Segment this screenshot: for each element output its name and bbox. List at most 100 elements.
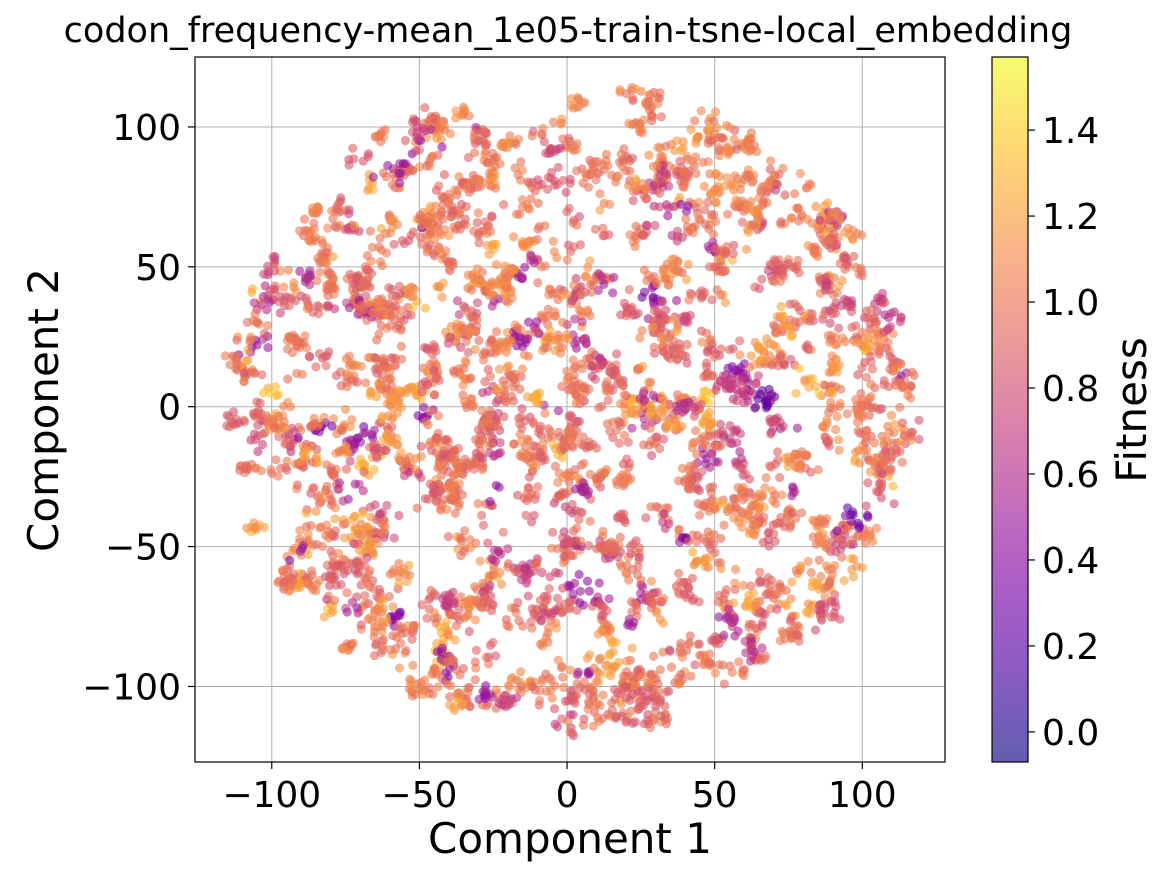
scatter-point xyxy=(473,208,483,218)
scatter-point xyxy=(363,149,373,159)
scatter-point xyxy=(806,345,816,355)
scatter-point xyxy=(397,354,407,364)
scatter-point xyxy=(523,591,533,601)
scatter-point xyxy=(647,450,657,461)
scatter-point xyxy=(400,454,410,464)
scatter-point xyxy=(873,487,884,497)
scatter-point xyxy=(792,423,803,433)
scatter-point xyxy=(250,463,260,473)
scatter-point xyxy=(598,626,608,636)
scatter-point xyxy=(321,247,331,257)
scatter-point xyxy=(332,201,342,211)
scatter-point xyxy=(373,538,383,549)
scatter-point xyxy=(456,701,466,711)
scatter-point xyxy=(499,200,509,210)
scatter-point xyxy=(328,559,338,569)
scatter-point xyxy=(703,347,713,357)
scatter-point xyxy=(473,499,483,509)
scatter-point xyxy=(464,626,474,637)
scatter-point xyxy=(716,533,726,544)
scatter-point xyxy=(385,569,395,579)
scatter-point xyxy=(719,594,729,604)
scatter-point xyxy=(462,611,472,621)
scatter-point xyxy=(608,647,618,657)
scatter-point xyxy=(541,669,551,679)
scatter-point xyxy=(579,677,589,687)
scatter-point xyxy=(635,393,645,403)
scatter-point xyxy=(315,267,325,277)
scatter-point xyxy=(572,523,582,533)
scatter-point xyxy=(470,657,480,667)
scatter-point xyxy=(468,456,479,466)
scatter-point xyxy=(467,270,478,280)
scatter-point xyxy=(889,499,899,509)
scatter-point xyxy=(597,271,607,281)
scatter-point xyxy=(495,337,505,347)
scatter-point xyxy=(329,471,340,482)
scatter-point xyxy=(544,584,554,594)
scatter-point xyxy=(729,598,739,608)
scatter-point xyxy=(888,481,898,491)
scatter-point xyxy=(877,431,887,441)
scatter-point xyxy=(371,640,381,650)
scatter-point xyxy=(772,604,782,614)
scatter-point xyxy=(771,498,781,509)
scatter-point xyxy=(746,386,756,396)
scatter-point xyxy=(714,171,725,182)
scatter-point xyxy=(898,382,909,392)
scatter-point xyxy=(627,607,637,617)
scatter-point xyxy=(279,282,289,292)
scatter-point xyxy=(847,296,857,306)
scatter-point xyxy=(703,197,713,207)
scatter-point xyxy=(878,458,889,468)
scatter-point xyxy=(811,539,821,549)
scatter-point xyxy=(818,529,828,539)
scatter-point xyxy=(588,280,598,290)
scatter-point xyxy=(891,376,901,386)
scatter-point xyxy=(417,379,427,389)
scatter-point xyxy=(485,496,495,507)
scatter-point xyxy=(517,239,527,249)
scatter-point xyxy=(723,363,733,373)
scatter-point xyxy=(513,322,523,333)
scatter-point xyxy=(843,223,853,233)
scatter-point xyxy=(411,453,422,463)
scatter-point xyxy=(374,329,384,339)
scatter-point xyxy=(831,424,841,435)
scatter-point xyxy=(738,495,748,505)
scatter-point xyxy=(422,613,432,623)
scatter-point xyxy=(424,595,434,605)
scatter-point xyxy=(553,162,563,172)
scatter-point xyxy=(690,660,700,670)
scatter-point xyxy=(744,622,754,632)
scatter-point xyxy=(343,447,353,457)
scatter-point xyxy=(747,501,757,512)
scatter-point xyxy=(825,318,835,328)
scatter-point xyxy=(581,271,591,281)
scatter-point xyxy=(432,372,442,382)
scatter-point xyxy=(301,508,311,518)
scatter-point xyxy=(651,701,661,711)
scatter-point xyxy=(395,289,405,299)
scatter-point xyxy=(506,337,516,347)
scatter-point xyxy=(541,312,551,322)
scatter-point xyxy=(660,523,670,534)
scatter-point xyxy=(577,508,587,518)
scatter-point xyxy=(645,592,655,602)
scatter-point xyxy=(830,560,840,571)
scatter-point xyxy=(469,400,479,410)
scatter-point xyxy=(774,255,784,265)
scatter-point xyxy=(299,214,310,224)
scatter-point xyxy=(254,406,264,416)
scatter-point xyxy=(565,604,575,614)
scatter-point xyxy=(609,685,620,695)
scatter-point xyxy=(628,689,638,699)
scatter-point xyxy=(470,582,480,592)
scatter-point xyxy=(522,489,532,499)
scatter-point xyxy=(622,568,632,578)
scatter-point xyxy=(310,236,320,246)
scatter-point xyxy=(356,580,366,590)
scatter-point xyxy=(407,634,417,644)
scatter-point xyxy=(263,320,273,330)
scatter-point xyxy=(241,460,251,470)
